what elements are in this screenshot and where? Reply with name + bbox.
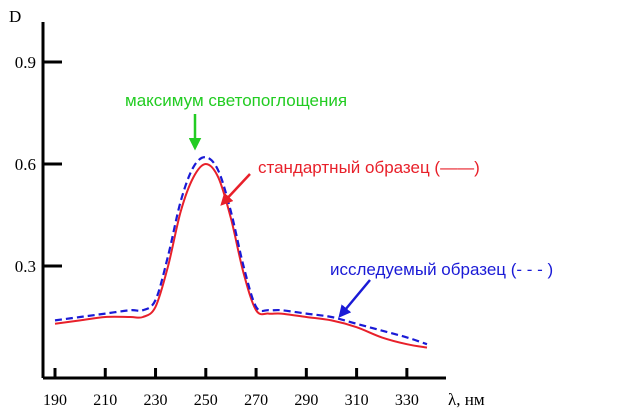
y-tick-label: 0.6 [15,155,36,174]
y-axis-title: D [9,7,21,26]
series-line-sample [54,156,428,346]
x-tick-label: 250 [194,392,218,409]
x-ticks: 190 210 230 250 270 290 310 330 [43,368,419,409]
x-tick-label: 230 [144,392,168,409]
x-tick-label: 330 [395,392,419,409]
x-tick-label: 290 [294,392,318,409]
x-axis-title: λ, нм [448,390,485,409]
y-tick-label: 0.9 [15,53,36,72]
annotation-standard-arrow [220,173,251,206]
annotation-standard-sample: стандартный образец (——) [258,158,480,177]
annotation-max-absorption: максимум светопоглощения [125,91,347,110]
y-tick-label: 0.3 [15,257,36,276]
x-tick-label: 310 [345,392,369,409]
y-ticks: 0.3 0.6 0.9 [15,53,62,276]
annotation-test-sample: исследуемый образец (- - - ) [330,260,553,279]
x-tick-label: 190 [43,392,67,409]
x-tick-label: 210 [93,392,117,409]
x-tick-label: 270 [244,392,268,409]
annotation-test-arrow [338,279,371,318]
